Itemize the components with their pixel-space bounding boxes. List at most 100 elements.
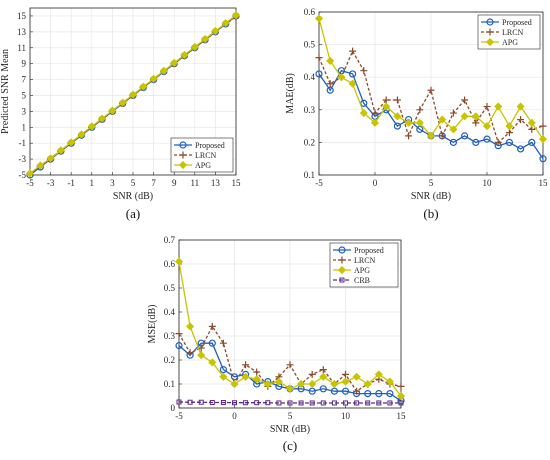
data-point-apg — [438, 115, 447, 124]
x-tick-label: 15 — [232, 178, 242, 188]
y-tick-label: 1 — [22, 122, 27, 132]
legend-label-proposed: Proposed — [195, 141, 225, 150]
data-point-apg — [25, 169, 35, 178]
data-point-apg — [359, 108, 368, 118]
data-point-crb — [309, 400, 315, 406]
data-point-apg — [170, 58, 179, 67]
y-tick-label: -1 — [19, 138, 27, 148]
x-tick-label: 11 — [190, 178, 199, 188]
y-tick-label: 0.6 — [304, 7, 316, 17]
data-point-lrcn — [382, 96, 390, 104]
y-tick-label: 7 — [22, 75, 27, 85]
data-point-lrcn — [517, 116, 525, 124]
data-point-crb — [198, 399, 204, 405]
data-point-apg — [341, 377, 350, 386]
data-point-proposed — [326, 86, 334, 94]
data-point-lrcn — [319, 366, 327, 374]
x-tick-label: 7 — [151, 178, 156, 188]
data-point-lrcn — [528, 125, 536, 133]
data-point-apg — [426, 131, 436, 140]
data-point-apg — [221, 19, 230, 28]
y-tick-label: 0.3 — [164, 331, 176, 341]
panel-b-chart: -5 0 5 10 15 0.1 0.2 0.3 0.4 0.5 0.6 SNR (dB) MAE(dB… — [285, 7, 548, 221]
y-tick-label: 0.1 — [304, 170, 315, 180]
data-point-apg — [87, 122, 96, 131]
data-point-apg — [159, 66, 168, 75]
data-point-crb — [331, 400, 337, 406]
data-point-crb — [298, 400, 304, 406]
x-tick-label: 10 — [341, 411, 351, 421]
x-tick-label: -5 — [315, 178, 323, 188]
y-tick-label: -3 — [19, 154, 27, 164]
x-tick-label: 15 — [397, 411, 407, 421]
legend-label-lrcn: LRCN — [195, 151, 217, 160]
data-point-apg — [494, 102, 503, 111]
data-point-apg — [190, 42, 199, 52]
data-point-apg — [252, 375, 261, 384]
data-point-lrcn — [175, 330, 183, 338]
data-point-proposed — [393, 122, 401, 130]
data-point-crb — [243, 400, 249, 406]
legend-marker-apg — [485, 37, 495, 47]
x-tick-label: 3 — [110, 178, 115, 188]
data-point-proposed — [375, 390, 383, 398]
legend-marker-lrcn — [486, 28, 494, 36]
legend-label-proposed: Proposed — [354, 246, 384, 255]
data-point-lrcn — [461, 96, 469, 104]
y-tick-label: 0.5 — [304, 40, 316, 50]
data-point-apg — [330, 379, 339, 389]
data-point-proposed — [505, 138, 513, 146]
data-point-lrcn — [349, 47, 357, 55]
data-point-lrcn — [416, 106, 424, 114]
x-tick-label: 10 — [483, 178, 493, 188]
data-point-lrcn — [342, 370, 349, 378]
data-point-apg — [297, 379, 306, 389]
data-point-crb — [209, 399, 215, 405]
panel-label: (b) — [423, 206, 438, 221]
data-point-apg — [460, 112, 469, 121]
data-point-crb — [220, 399, 226, 405]
data-point-apg — [374, 370, 383, 379]
data-point-crb — [176, 399, 182, 405]
data-point-crb — [376, 400, 382, 406]
x-tick-label: 13 — [211, 178, 221, 188]
y-tick-label: 0.6 — [164, 259, 176, 269]
data-point-crb — [265, 400, 271, 406]
x-axis-label: SNR (dB) — [411, 191, 451, 202]
data-point-apg — [363, 379, 372, 389]
y-tick-label: 15 — [17, 11, 27, 21]
data-point-apg — [108, 106, 117, 115]
data-point-apg — [98, 114, 107, 123]
data-point-proposed — [319, 385, 327, 393]
data-point-lrcn — [219, 339, 227, 347]
data-point-apg — [77, 130, 86, 139]
data-point-proposed — [449, 138, 457, 146]
data-point-apg — [385, 377, 394, 386]
data-point-lrcn — [326, 80, 334, 88]
legend-marker-proposed — [338, 246, 346, 254]
data-point-lrcn — [405, 132, 413, 140]
data-point-apg — [482, 122, 492, 131]
data-point-apg — [201, 34, 210, 44]
data-point-proposed — [208, 339, 216, 347]
data-point-apg — [174, 257, 184, 266]
x-tick-label: -5 — [26, 178, 34, 188]
x-tick-label: 1 — [90, 178, 95, 188]
data-point-proposed — [360, 99, 368, 107]
data-point-apg — [382, 102, 391, 111]
x-tick-label: 15 — [539, 178, 549, 188]
data-point-lrcn — [427, 86, 435, 94]
data-point-lrcn — [483, 103, 491, 111]
legend-marker-apg — [178, 160, 188, 170]
y-tick-label: 0.7 — [164, 235, 176, 245]
panel-label: (c) — [283, 438, 297, 453]
data-point-lrcn — [186, 349, 194, 357]
y-tick-label: 0.4 — [164, 307, 176, 317]
data-point-apg — [337, 73, 346, 82]
legend-marker-apg — [337, 265, 347, 275]
data-point-apg — [505, 122, 514, 131]
data-point-proposed — [219, 366, 227, 374]
x-tick-label: 5 — [131, 178, 136, 188]
data-point-proposed — [364, 390, 372, 398]
